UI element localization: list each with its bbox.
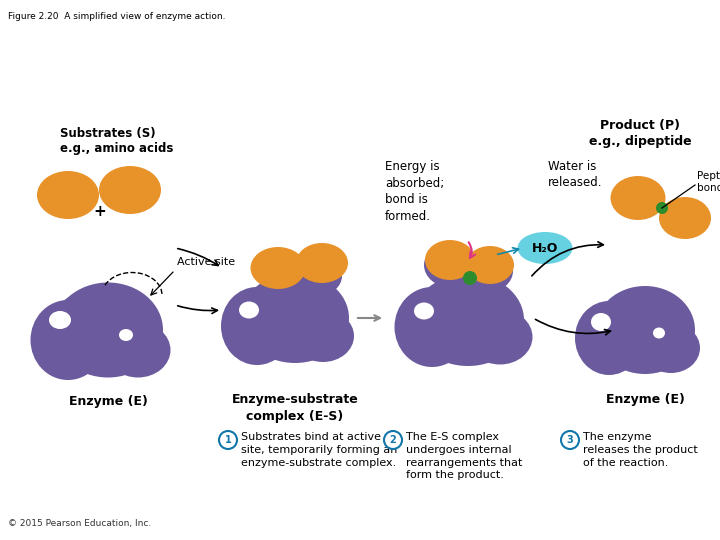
Ellipse shape <box>575 301 643 375</box>
Ellipse shape <box>463 250 513 292</box>
Ellipse shape <box>37 171 99 219</box>
Text: Product (P)
e.g., dipeptide: Product (P) e.g., dipeptide <box>589 119 691 148</box>
Ellipse shape <box>591 313 611 331</box>
Ellipse shape <box>595 286 695 374</box>
Text: The enzyme
releases the product
of the reaction.: The enzyme releases the product of the r… <box>583 432 698 468</box>
Text: Substrates bind at active
site, temporarily forming an
enzyme-substrate complex.: Substrates bind at active site, temporar… <box>241 432 397 468</box>
Ellipse shape <box>53 282 163 377</box>
Ellipse shape <box>653 327 665 339</box>
Ellipse shape <box>49 311 71 329</box>
Ellipse shape <box>241 273 349 363</box>
Ellipse shape <box>467 309 533 364</box>
Circle shape <box>219 431 237 449</box>
Ellipse shape <box>119 329 133 341</box>
Text: The E-S complex
undergoes internal
rearrangements that
form the product.: The E-S complex undergoes internal rearr… <box>406 432 523 481</box>
Text: Peptide
bond: Peptide bond <box>697 171 720 193</box>
Circle shape <box>384 431 402 449</box>
Circle shape <box>561 431 579 449</box>
Ellipse shape <box>412 274 524 366</box>
Ellipse shape <box>255 249 305 291</box>
Circle shape <box>656 202 668 214</box>
Text: H₂O: H₂O <box>532 241 558 254</box>
Ellipse shape <box>596 294 678 346</box>
Ellipse shape <box>296 243 348 283</box>
Text: Enzyme-substrate
complex (E-S): Enzyme-substrate complex (E-S) <box>232 393 359 423</box>
Ellipse shape <box>414 302 434 320</box>
Ellipse shape <box>30 300 106 380</box>
Circle shape <box>463 271 477 285</box>
Ellipse shape <box>292 310 354 362</box>
Ellipse shape <box>425 240 475 280</box>
Text: Enzyme (E): Enzyme (E) <box>606 393 685 406</box>
Ellipse shape <box>239 301 259 319</box>
Ellipse shape <box>106 322 171 377</box>
Ellipse shape <box>611 176 665 220</box>
Text: Water is
released.: Water is released. <box>548 160 603 190</box>
Ellipse shape <box>642 323 700 373</box>
Text: 1: 1 <box>225 435 231 445</box>
Text: Figure 2.20  A simplified view of enzyme action.: Figure 2.20 A simplified view of enzyme … <box>8 12 225 21</box>
Text: +: + <box>94 205 107 219</box>
Ellipse shape <box>292 256 342 296</box>
Ellipse shape <box>659 197 711 239</box>
Ellipse shape <box>419 278 507 336</box>
Text: Substrates (S)
e.g., amino acids: Substrates (S) e.g., amino acids <box>60 127 174 155</box>
Text: 3: 3 <box>567 435 573 445</box>
Ellipse shape <box>251 247 305 289</box>
Text: Active site: Active site <box>177 257 235 267</box>
Ellipse shape <box>424 243 476 287</box>
Text: © 2015 Pearson Education, Inc.: © 2015 Pearson Education, Inc. <box>8 519 151 528</box>
Ellipse shape <box>395 287 469 367</box>
Ellipse shape <box>99 166 161 214</box>
Ellipse shape <box>245 280 330 335</box>
Ellipse shape <box>518 232 572 264</box>
Ellipse shape <box>466 246 514 284</box>
Text: Enzyme (E): Enzyme (E) <box>68 395 148 408</box>
Text: 2: 2 <box>390 435 397 445</box>
Text: Energy is
absorbed;
bond is
formed.: Energy is absorbed; bond is formed. <box>385 160 444 222</box>
Ellipse shape <box>221 287 293 365</box>
Ellipse shape <box>53 290 143 350</box>
